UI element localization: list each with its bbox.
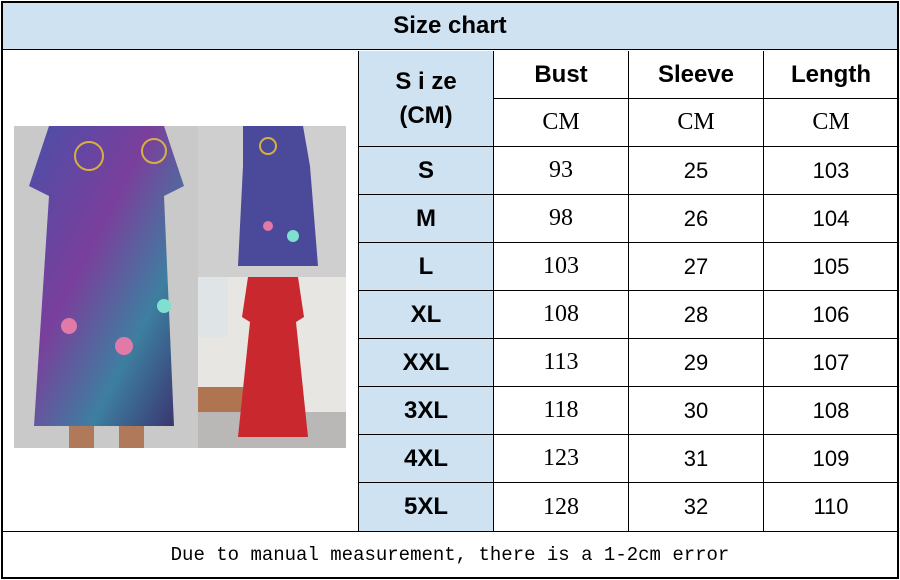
column-header-length: Length — [763, 51, 898, 99]
length-value: 105 — [763, 243, 898, 291]
bust-value: 113 — [493, 339, 628, 387]
length-value: 110 — [763, 483, 898, 531]
size-label: M — [358, 195, 493, 243]
sleeve-value: 31 — [628, 435, 763, 483]
length-value: 104 — [763, 195, 898, 243]
column-header-sleeve: Sleeve — [628, 51, 763, 99]
column-unit: CM — [493, 99, 628, 147]
column-unit: CM — [628, 99, 763, 147]
bust-value: 128 — [493, 483, 628, 531]
measurement-note: Due to manual measurement, there is a 1-… — [3, 531, 897, 577]
length-value: 103 — [763, 147, 898, 195]
column-unit: CM — [763, 99, 898, 147]
photo-floral-dress-main — [14, 126, 198, 448]
size-header-unit: (CM) — [399, 101, 453, 129]
bust-value: 118 — [493, 387, 628, 435]
sleeve-value: 27 — [628, 243, 763, 291]
sleeve-value: 29 — [628, 339, 763, 387]
length-value: 109 — [763, 435, 898, 483]
bust-value: 123 — [493, 435, 628, 483]
size-label: 4XL — [358, 435, 493, 483]
size-label: XXL — [358, 339, 493, 387]
photo-floral-dress-small — [198, 126, 346, 277]
size-header-label: S i ze — [395, 67, 457, 95]
bust-value: 98 — [493, 195, 628, 243]
size-chart-title: Size chart — [3, 3, 897, 50]
sleeve-value: 30 — [628, 387, 763, 435]
size-label: 5XL — [358, 483, 493, 531]
sleeve-value: 28 — [628, 291, 763, 339]
length-value: 108 — [763, 387, 898, 435]
sleeve-value: 32 — [628, 483, 763, 531]
length-value: 107 — [763, 339, 898, 387]
column-header-bust: Bust — [493, 51, 628, 99]
size-label: XL — [358, 291, 493, 339]
sleeve-value: 25 — [628, 147, 763, 195]
sleeve-value: 26 — [628, 195, 763, 243]
length-value: 106 — [763, 291, 898, 339]
size-label: 3XL — [358, 387, 493, 435]
bust-value: 93 — [493, 147, 628, 195]
bust-value: 103 — [493, 243, 628, 291]
size-header: S i ze (CM) — [358, 51, 493, 147]
photo-red-dress — [198, 277, 346, 448]
size-label: L — [358, 243, 493, 291]
bust-value: 108 — [493, 291, 628, 339]
size-table: S i ze (CM) Bust CM Sleeve CM Length CM S 93 25 1… — [358, 51, 898, 531]
product-photos — [3, 51, 358, 530]
size-label: S — [358, 147, 493, 195]
